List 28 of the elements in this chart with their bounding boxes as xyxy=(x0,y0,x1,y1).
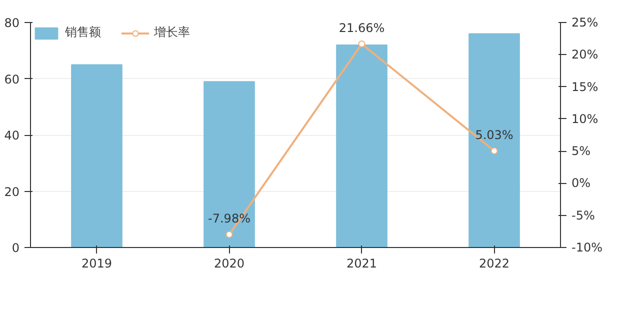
x-tick-label: 2019 xyxy=(81,256,112,270)
y2-tick-label: 5% xyxy=(572,144,591,158)
y2-tick-label: 20% xyxy=(572,48,598,62)
y2-tick-label: 15% xyxy=(572,80,598,94)
y2-tick-label: 0% xyxy=(572,176,591,190)
y-tick-label: 60 xyxy=(4,72,20,86)
bar xyxy=(468,33,520,248)
bar xyxy=(204,81,255,248)
y2-tick-label: -5% xyxy=(572,208,595,222)
data-label: 5.03% xyxy=(475,128,514,142)
point xyxy=(358,40,366,48)
y-tick-label: 40 xyxy=(4,128,20,142)
data-label: 21.66% xyxy=(338,20,385,35)
y-tick-label: 20 xyxy=(4,184,20,199)
x-tick-label: 2021 xyxy=(346,256,378,270)
y2-tick-label: -10% xyxy=(572,240,603,254)
point xyxy=(490,147,498,154)
legend-label: 增长率 xyxy=(154,24,190,41)
bar xyxy=(336,44,388,248)
y-tick-label: 0 xyxy=(12,241,20,255)
y-tick-label: 80 xyxy=(4,16,20,30)
legend-label: 销售额 xyxy=(65,24,101,41)
bar xyxy=(71,64,122,248)
x-tick-label: 2022 xyxy=(478,256,510,270)
y2-tick-label: 10% xyxy=(572,112,598,126)
x-tick-label: 2020 xyxy=(214,256,245,270)
y2-tick-label: 25% xyxy=(572,16,598,30)
point xyxy=(226,231,233,238)
